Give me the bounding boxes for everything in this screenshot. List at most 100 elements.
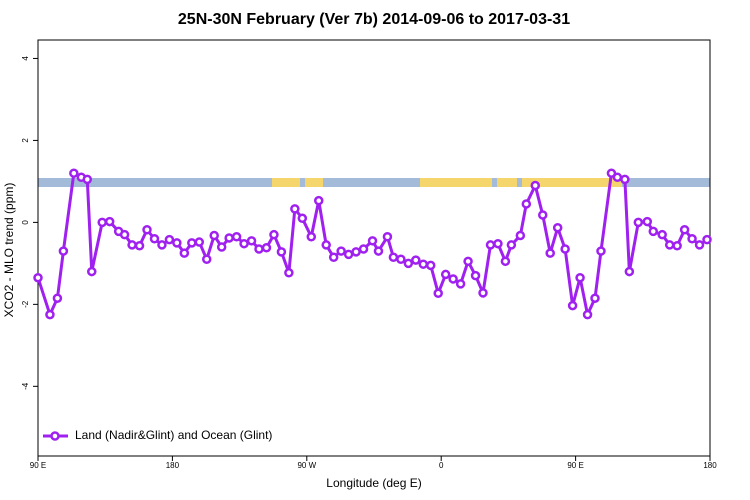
y-tick-label: 4: [21, 56, 30, 61]
point: [52, 293, 63, 303]
point: [612, 172, 623, 183]
point: [382, 231, 393, 242]
y-tick-label: 2: [21, 138, 30, 143]
point: [246, 236, 257, 246]
x-tick-label: 90 E: [567, 461, 583, 470]
surface-band: [38, 178, 710, 187]
point: [545, 248, 555, 258]
point: [560, 244, 570, 254]
point: [403, 258, 414, 269]
point: [172, 238, 182, 248]
point: [306, 231, 317, 242]
point: [530, 180, 541, 191]
point: [33, 272, 43, 283]
point: [313, 195, 324, 206]
point: [582, 309, 593, 320]
point: [87, 266, 97, 277]
point: [194, 237, 205, 247]
point: [620, 174, 630, 185]
point: [515, 230, 526, 241]
point: [411, 255, 421, 265]
point: [463, 256, 473, 267]
point: [343, 249, 354, 260]
point: [642, 216, 653, 227]
point: [164, 234, 175, 245]
point: [590, 293, 600, 303]
point: [149, 234, 160, 244]
point: [672, 240, 682, 251]
point: [470, 270, 481, 281]
point: [336, 246, 346, 256]
point: [694, 240, 705, 250]
point: [119, 229, 130, 240]
x-tick-label: 0: [439, 461, 444, 470]
legend-label: Land (Nadir&Glint) and Ocean (Glint): [75, 428, 272, 442]
y-axis-label: XCO2 - MLO trend (ppm): [2, 183, 16, 318]
point: [269, 229, 279, 240]
point: [425, 260, 436, 271]
point: [687, 234, 697, 244]
point: [97, 217, 107, 228]
point: [321, 240, 331, 250]
point: [537, 210, 548, 220]
y-tick-label: 0: [21, 220, 30, 225]
point: [388, 252, 399, 262]
point: [328, 252, 339, 262]
point: [702, 234, 712, 245]
point: [82, 174, 93, 185]
point: [624, 266, 635, 277]
point: [657, 229, 667, 240]
point: [567, 300, 578, 311]
point: [179, 248, 190, 258]
point: [157, 240, 167, 250]
point: [552, 222, 563, 233]
point: [201, 254, 212, 265]
point: [506, 240, 517, 250]
point: [596, 246, 606, 256]
point: [455, 279, 466, 289]
point: [358, 244, 369, 254]
point: [478, 288, 488, 298]
point: [440, 269, 451, 280]
point: [606, 168, 617, 178]
y-tick-label: -4: [21, 382, 30, 390]
point: [433, 288, 443, 299]
point: [297, 213, 308, 224]
point: [500, 256, 511, 267]
point: [521, 199, 532, 209]
x-tick-label: 180: [703, 461, 717, 470]
point: [633, 217, 644, 228]
point: [679, 225, 690, 235]
point: [142, 225, 152, 235]
point: [351, 247, 361, 257]
point: [418, 259, 429, 269]
point: [373, 246, 384, 256]
x-tick-label: 180: [166, 461, 180, 470]
point: [187, 238, 197, 248]
point: [69, 168, 79, 178]
point: [239, 238, 249, 249]
point: [254, 244, 264, 254]
point: [127, 240, 137, 250]
point: [224, 233, 234, 243]
point: [367, 236, 378, 246]
point: [104, 216, 115, 227]
plot-frame: [37, 39, 711, 457]
point: [261, 243, 272, 253]
point: [485, 240, 496, 250]
point: [284, 268, 294, 278]
point: [231, 231, 242, 242]
point: [134, 240, 145, 251]
point: [45, 309, 55, 320]
point: [58, 246, 69, 256]
point: [575, 272, 585, 283]
point: [209, 230, 219, 241]
point: [396, 254, 406, 265]
x-tick-label: 90 E: [30, 461, 46, 470]
point: [664, 240, 675, 250]
point: [276, 247, 287, 257]
x-axis-label: Longitude (deg E): [326, 476, 421, 490]
y-tick-label: -2: [21, 300, 30, 308]
point: [216, 242, 227, 252]
